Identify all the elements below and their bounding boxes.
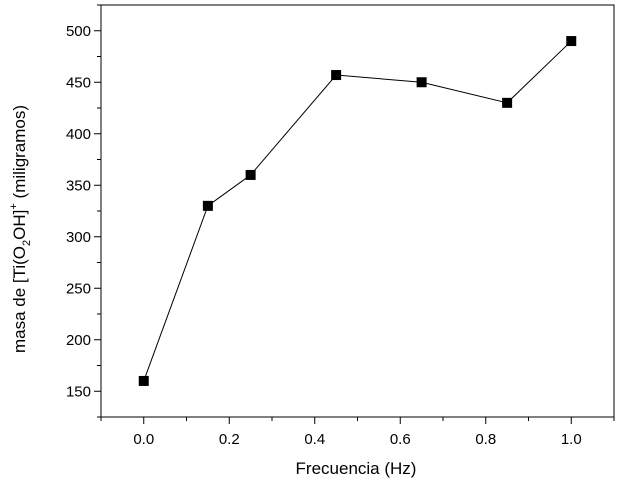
data-point-marker xyxy=(138,375,149,386)
y-tick-label: 400 xyxy=(66,126,91,143)
data-point-marker xyxy=(245,169,256,180)
x-tick-label: 0.8 xyxy=(475,431,496,448)
y-axis-title-part: (miligramos) xyxy=(10,105,29,203)
y-tick-label: 150 xyxy=(66,383,91,400)
plot-frame xyxy=(100,4,615,418)
x-tick-label: 0.6 xyxy=(390,431,411,448)
y-axis-title-part: OH] xyxy=(10,210,29,240)
data-point-marker xyxy=(502,97,513,108)
x-tick-label: 0.4 xyxy=(304,431,325,448)
y-axis-title-superscript: + xyxy=(8,203,20,209)
x-tick-label: 1.0 xyxy=(561,431,582,448)
y-tick-label: 350 xyxy=(66,177,91,194)
y-tick-label: 500 xyxy=(66,23,91,40)
y-axis-title-part: masa de [Ti(O xyxy=(10,246,29,353)
x-axis: 0.0 0.2 0.4 0.6 0.8 1.0 xyxy=(100,417,615,448)
y-axis: 150 200 250 300 350 400 450 500 xyxy=(66,4,101,418)
y-tick-label: 450 xyxy=(66,74,91,91)
y-axis-title-subscript: 2 xyxy=(21,240,33,246)
x-tick-label: 0.0 xyxy=(133,431,154,448)
y-axis-title: masa de [Ti(O2OH]+ (miligramos) xyxy=(8,105,33,353)
data-point-marker xyxy=(331,70,342,81)
x-axis-title: Frecuencia (Hz) xyxy=(296,459,417,478)
data-point-marker xyxy=(202,200,213,211)
plot-frame-group xyxy=(100,4,615,418)
x-tick-label: 0.2 xyxy=(219,431,240,448)
y-tick-label: 300 xyxy=(66,229,91,246)
y-tick-label: 250 xyxy=(66,280,91,297)
data-point-marker xyxy=(566,36,577,47)
series-line xyxy=(143,40,572,382)
series xyxy=(138,36,577,386)
y-tick-label: 200 xyxy=(66,332,91,349)
data-point-marker xyxy=(416,77,427,88)
